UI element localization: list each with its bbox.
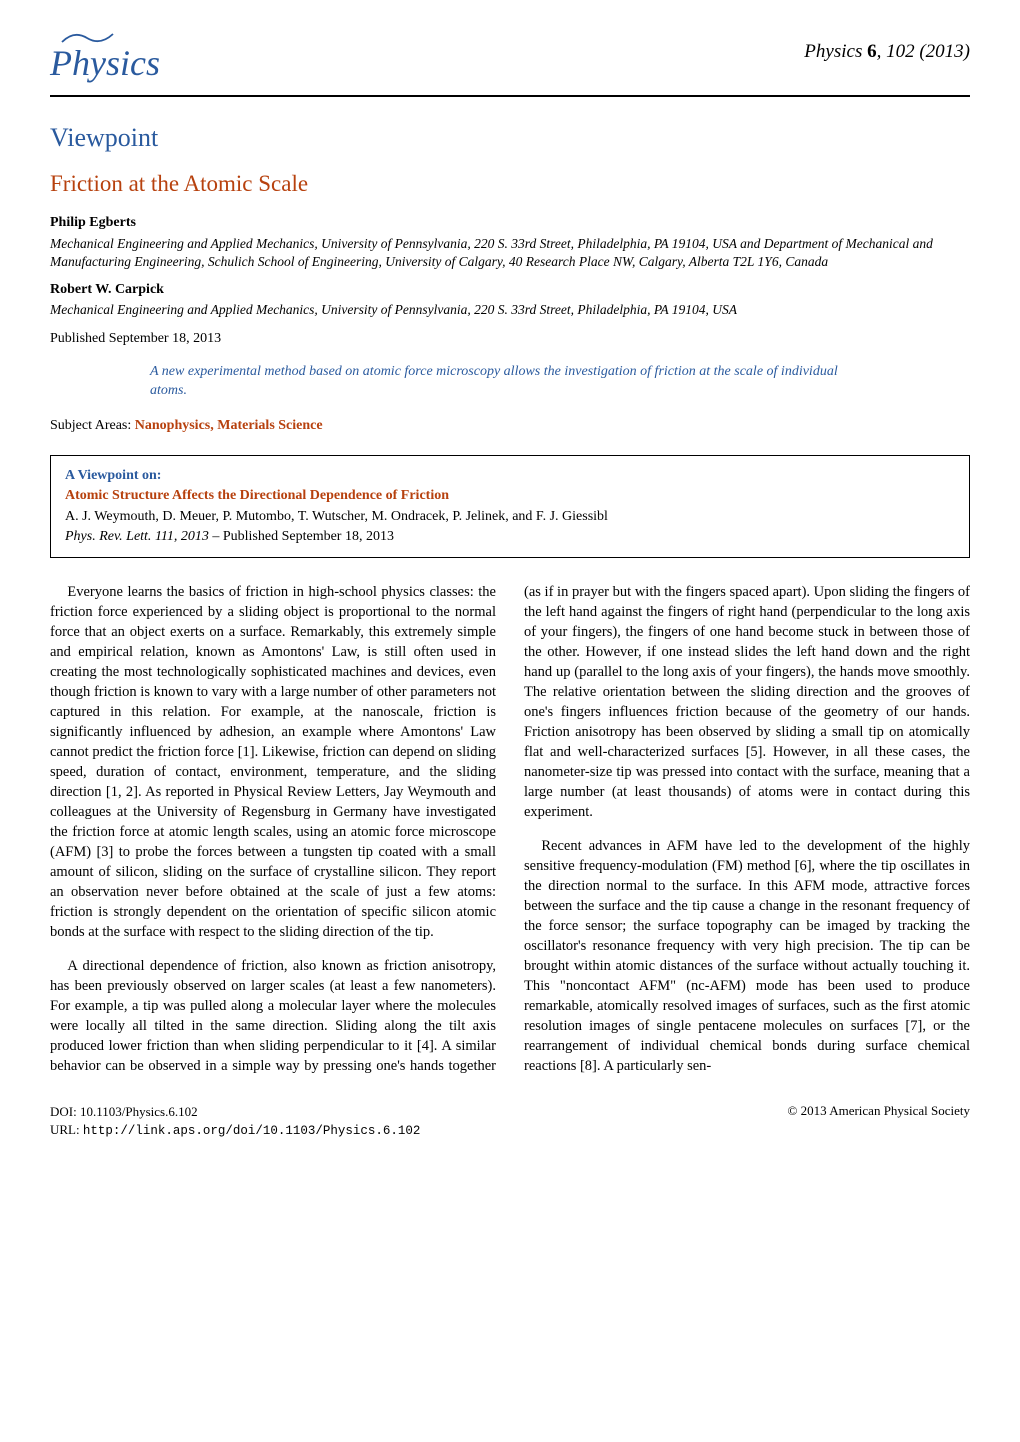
referenced-article-title[interactable]: Atomic Structure Affects the Directional… xyxy=(65,486,955,506)
author-affiliation: Mechanical Engineering and Applied Mecha… xyxy=(50,235,970,271)
logo-wave-icon xyxy=(60,32,115,44)
author-affiliation: Mechanical Engineering and Applied Mecha… xyxy=(50,301,970,319)
logo-text: Physics xyxy=(50,43,160,83)
viewpoint-reference-box: A Viewpoint on: Atomic Structure Affects… xyxy=(50,455,970,558)
author-name: Philip Egberts xyxy=(50,214,970,232)
url-line: URL: http://link.aps.org/doi/10.1103/Phy… xyxy=(50,1121,420,1141)
footer-left: DOI: 10.1103/Physics.6.102 URL: http://l… xyxy=(50,1103,420,1141)
doi: DOI: 10.1103/Physics.6.102 xyxy=(50,1103,420,1121)
url-label: URL: xyxy=(50,1122,80,1137)
author-block-1: Philip Egberts Mechanical Engineering an… xyxy=(50,214,970,271)
section-label: Viewpoint xyxy=(50,121,970,155)
journal-reference: Physics 6, 102 (2013) xyxy=(804,40,970,65)
viewpoint-on-heading: A Viewpoint on: xyxy=(65,466,955,486)
journal-name: Physics xyxy=(804,41,862,62)
ref-pubdate: Published September 18, 2013 xyxy=(223,529,394,544)
referenced-authors: A. J. Weymouth, D. Meuer, P. Mutombo, T.… xyxy=(65,507,955,527)
referenced-citation: Phys. Rev. Lett. 111, 2013 – Published S… xyxy=(65,527,955,547)
author-block-2: Robert W. Carpick Mechanical Engineering… xyxy=(50,281,970,319)
abstract: A new experimental method based on atomi… xyxy=(50,362,970,401)
physics-logo: Physics xyxy=(50,40,160,87)
page-footer: DOI: 10.1103/Physics.6.102 URL: http://l… xyxy=(50,1103,970,1141)
copyright: © 2013 American Physical Society xyxy=(788,1103,970,1141)
body-paragraph: Everyone learns the basics of friction i… xyxy=(50,582,496,942)
year: 2013 xyxy=(926,41,964,62)
subject-areas[interactable]: Nanophysics, Materials Science xyxy=(135,418,323,433)
article-number: 102 xyxy=(886,41,915,62)
page-header: Physics Physics 6, 102 (2013) xyxy=(50,40,970,97)
article-body: Everyone learns the basics of friction i… xyxy=(50,582,970,1083)
ref-volume: 111 xyxy=(155,529,174,544)
publication-date: Published September 18, 2013 xyxy=(50,330,970,348)
subject-label: Subject Areas: xyxy=(50,418,131,433)
ref-journal: Phys. Rev. Lett. xyxy=(65,529,151,544)
article-title: Friction at the Atomic Scale xyxy=(50,169,970,199)
body-paragraph: Recent advances in AFM have led to the d… xyxy=(524,836,970,1076)
volume-number: 6 xyxy=(867,41,877,62)
author-name: Robert W. Carpick xyxy=(50,281,970,299)
url[interactable]: http://link.aps.org/doi/10.1103/Physics.… xyxy=(83,1124,421,1138)
subject-line: Subject Areas: Nanophysics, Materials Sc… xyxy=(50,417,970,435)
ref-year: 2013 xyxy=(181,529,209,544)
